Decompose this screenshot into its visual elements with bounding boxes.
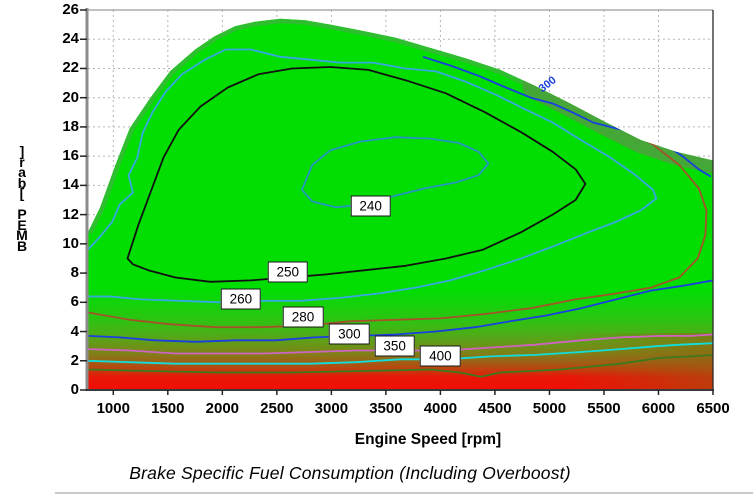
x-tick-label-2500: 2500 [260, 400, 294, 417]
chart-caption: Brake Specific Fuel Consumption (Includi… [129, 463, 571, 483]
y-tick-label-14: 14 [62, 176, 79, 194]
x-tick-label-4000: 4000 [423, 400, 458, 417]
bottom-divider-line [55, 492, 753, 494]
x-tick-label-1500: 1500 [151, 400, 185, 417]
contour-line-250 [126, 66, 587, 283]
contour-label-280: 280 [282, 306, 324, 328]
y-tick-label-20: 20 [62, 88, 79, 106]
x-tick-label-3500: 3500 [369, 400, 403, 417]
contour-line-300 [422, 55, 712, 178]
contour-label-260: 260 [220, 288, 262, 310]
y-tick-label-0: 0 [70, 381, 79, 398]
y-tick-label-4: 4 [70, 322, 79, 340]
x-tick-label-3000: 3000 [314, 400, 349, 417]
y-tick-label-2: 2 [70, 351, 79, 369]
x-tick-label-5500: 5500 [587, 400, 621, 417]
contour-label-350: 350 [374, 335, 415, 357]
y-tick-label-16: 16 [62, 147, 79, 165]
y-tick-label-6: 6 [70, 293, 79, 311]
y-axis-title: ] r a b [ P E M B [16, 143, 28, 254]
y-tick-label-8: 8 [70, 264, 79, 282]
contour-line-300 [88, 279, 713, 343]
axes-frame [85, 8, 714, 391]
contour-label-300: 300 [329, 323, 370, 345]
contour-line-unlabeled [88, 354, 713, 378]
y-tick-label-22: 22 [62, 59, 79, 77]
y-tick-label-18: 18 [62, 117, 79, 135]
y-tick-label-26: 26 [62, 1, 79, 18]
y-tick-label-24: 24 [62, 30, 79, 48]
x-tick-label-6500: 6500 [696, 400, 730, 417]
x-tick-label-1000: 1000 [96, 400, 130, 417]
contour-label-240: 240 [350, 195, 391, 217]
axis-tick-marks [80, 9, 714, 395]
x-axis-title: Engine Speed [rpm] [354, 431, 502, 448]
x-tick-label-5000: 5000 [532, 400, 567, 417]
y-tick-label-12: 12 [62, 205, 79, 223]
x-tick-label-6000: 6000 [641, 400, 676, 417]
contour-line-260 [88, 48, 658, 304]
contour-label-400: 400 [420, 345, 461, 367]
y-tick-label-10: 10 [62, 234, 79, 252]
contour-label-250: 250 [267, 261, 309, 283]
x-tick-label-4500: 4500 [478, 400, 512, 417]
x-tick-label-2000: 2000 [205, 400, 240, 417]
